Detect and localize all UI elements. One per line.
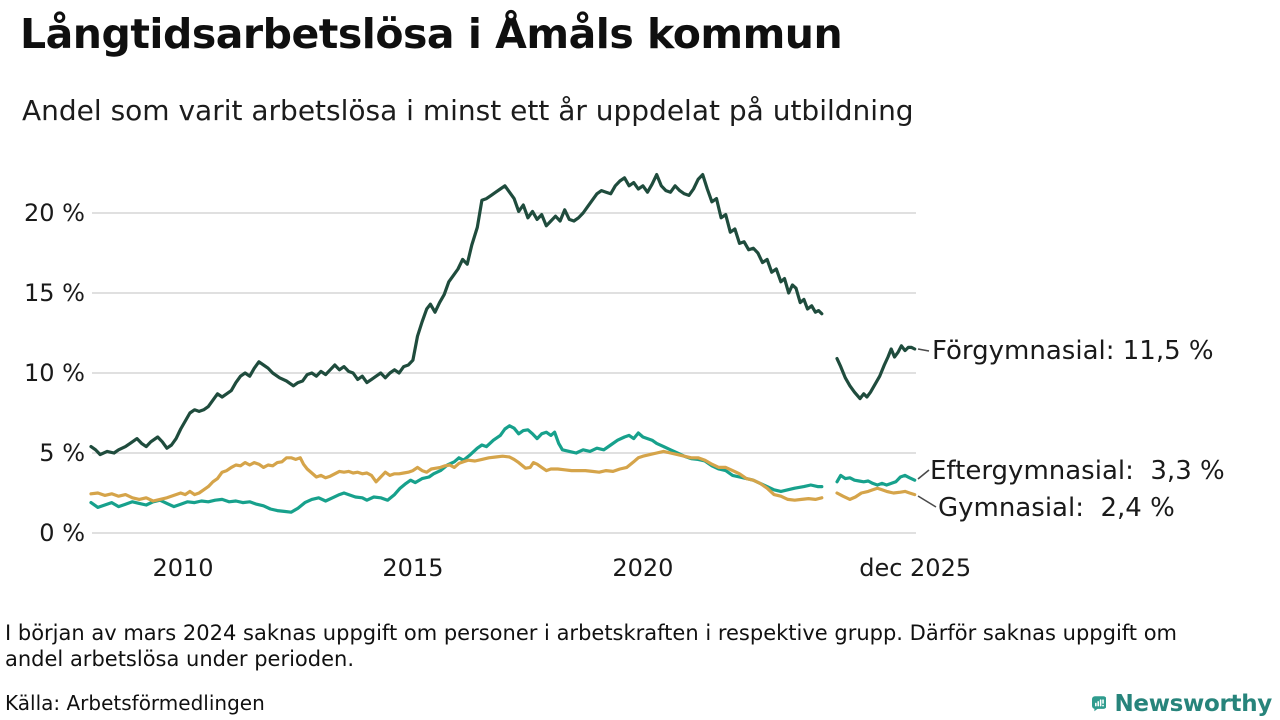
x-tick-label: 2010 [152, 554, 213, 582]
page-subtitle: Andel som varit arbetslösa i minst ett å… [22, 94, 914, 127]
connector-gymnasial [917, 495, 937, 508]
newsworthy-logo-icon [1092, 696, 1107, 712]
y-tick-label: 10 % [24, 359, 85, 387]
source-attribution: Källa: Arbetsförmedlingen [5, 691, 265, 715]
series-label-eftergymnasial: Eftergymnasial: 3,3 % [930, 456, 1225, 486]
series-line-förgymnasial-seg1 [835, 344, 917, 401]
connector-forgymnasial [917, 348, 930, 352]
x-tick-label: dec 2025 [859, 554, 971, 582]
series-line-eftergymnasial-seg0 [89, 424, 824, 514]
newsworthy-logo-text: Newsworthy [1114, 691, 1272, 717]
series-label-forgymnasial: Förgymnasial: 11,5 % [932, 336, 1214, 366]
y-tick-label: 15 % [24, 279, 85, 307]
series-line-gymnasial-seg1 [835, 486, 917, 501]
footnote-line-1: I början av mars 2024 saknas uppgift om … [5, 621, 1178, 645]
series-line-gymnasial-seg0 [89, 449, 824, 503]
series-label-gymnasial: Gymnasial: 2,4 % [938, 493, 1175, 523]
connector-eftergymnasial [917, 469, 930, 480]
axis-labels: 0 % 5 % 10 % 15 % 20 % 2010 2015 2020 dec 2025 [24, 199, 971, 582]
series-line-förgymnasial-seg0 [89, 173, 824, 457]
y-tick-label: 5 % [39, 439, 85, 467]
footnote-line-2: andel arbetslösa under perioden. [5, 647, 355, 671]
series-lines [89, 173, 917, 514]
x-tick-label: 2020 [612, 554, 673, 582]
page-title: Långtidsarbetslösa i Åmåls kommun [20, 10, 843, 58]
series-line-eftergymnasial-seg1 [835, 473, 917, 487]
x-tick-label: 2015 [382, 554, 443, 582]
gridlines [92, 212, 916, 534]
y-tick-label: 20 % [24, 199, 85, 227]
y-tick-label: 0 % [39, 519, 85, 547]
newsworthy-branding: Newsworthy [1092, 688, 1272, 720]
footnote: I början av mars 2024 saknas uppgift om … [5, 620, 1267, 672]
